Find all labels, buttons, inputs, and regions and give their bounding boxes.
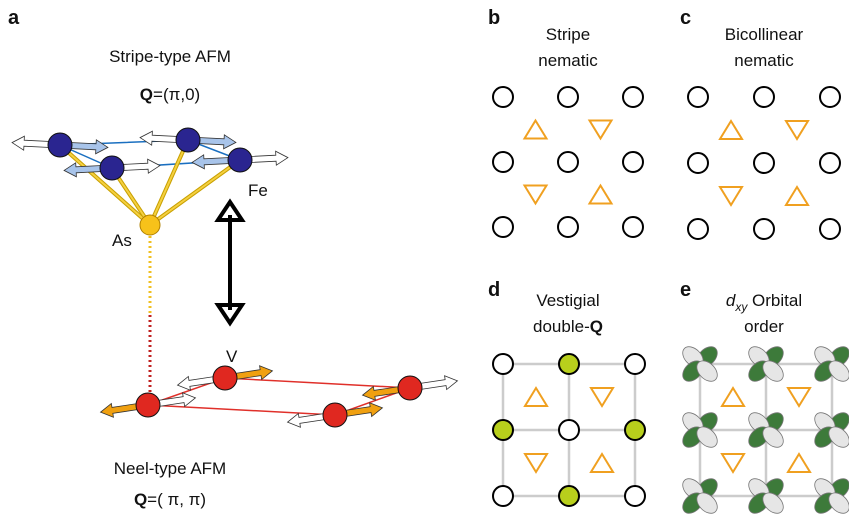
panel-label: d — [488, 279, 500, 301]
orbital-lobe — [762, 492, 784, 514]
atom-label: V — [226, 347, 238, 366]
site — [558, 485, 580, 507]
fe-atom — [175, 127, 201, 153]
value: =(π,0) — [153, 85, 200, 104]
site — [558, 353, 580, 375]
wavevector: Q=( π, π) — [134, 490, 206, 509]
title: Neel-type AFM — [114, 459, 226, 478]
triangle — [587, 119, 614, 141]
site — [557, 86, 579, 108]
triangle — [718, 119, 744, 140]
triangle — [720, 453, 746, 474]
atom-label: As — [112, 231, 132, 250]
site — [624, 419, 646, 441]
wavevector: Q=(π,0) — [140, 85, 200, 104]
orbital-lattice — [682, 346, 849, 514]
atom-label: Fe — [248, 181, 268, 200]
site — [624, 353, 646, 375]
value: =( π, π) — [147, 490, 206, 509]
site — [492, 353, 514, 375]
site — [492, 86, 514, 108]
orbital-lobe — [696, 492, 718, 514]
site — [753, 218, 775, 240]
site — [492, 216, 514, 238]
site — [819, 218, 841, 240]
site — [557, 151, 579, 173]
orbital-lobe — [828, 360, 849, 382]
site — [492, 151, 514, 173]
v-atom — [397, 375, 423, 401]
arrow-head — [214, 198, 246, 222]
v-atom — [322, 402, 348, 428]
site — [624, 485, 646, 507]
triangle — [589, 452, 615, 473]
triangle — [522, 118, 549, 140]
site — [819, 152, 841, 174]
bond — [149, 159, 241, 226]
triangle — [786, 452, 812, 473]
triangle — [589, 387, 615, 408]
site — [557, 216, 579, 238]
site — [753, 152, 775, 174]
triangle — [718, 186, 744, 207]
triangle — [522, 184, 549, 206]
title: Stripe-type AFM — [109, 47, 231, 66]
triangle — [720, 386, 746, 407]
title-part: double- — [533, 317, 590, 336]
triangle — [523, 453, 549, 474]
fe-atom — [99, 155, 125, 181]
title: nematic — [734, 51, 794, 70]
title: nematic — [538, 51, 598, 70]
orbital-lobe — [696, 360, 718, 382]
title-part: Orbital — [747, 291, 802, 310]
site — [687, 86, 709, 108]
panel-label: b — [488, 7, 500, 29]
fe-atom — [227, 147, 253, 173]
triangle — [784, 185, 810, 206]
triangle — [784, 120, 810, 141]
v-atom — [135, 392, 161, 418]
site — [687, 152, 709, 174]
orbital-lobe — [828, 492, 849, 514]
bond — [59, 144, 151, 226]
triangle — [786, 387, 812, 408]
site — [753, 86, 775, 108]
symbol: Q — [140, 85, 153, 104]
subscript: xy — [734, 300, 748, 314]
bond — [149, 139, 189, 226]
orbital-lobe — [696, 426, 718, 448]
symbol: Q — [590, 317, 603, 336]
title: order — [744, 317, 784, 336]
as-atom — [139, 214, 161, 236]
site — [687, 218, 709, 240]
site — [622, 151, 644, 173]
site — [492, 485, 514, 507]
site — [622, 216, 644, 238]
fe-atom — [47, 132, 73, 158]
arrow-head — [214, 303, 246, 327]
site — [558, 419, 580, 441]
symbol: d — [726, 291, 736, 310]
panel-label: e — [680, 279, 691, 301]
panel-label: a — [8, 7, 20, 29]
panel-label: c — [680, 7, 691, 29]
title: Stripe — [546, 25, 590, 44]
orbital-lobe — [828, 426, 849, 448]
title: dxy Orbital — [726, 291, 802, 314]
triangle — [587, 183, 614, 205]
title: Bicollinear — [725, 25, 804, 44]
symbol: Q — [134, 490, 147, 509]
orbital-lobe — [762, 426, 784, 448]
site — [492, 419, 514, 441]
drawing — [11, 86, 849, 514]
orbital-lobe — [762, 360, 784, 382]
title: double-Q — [533, 317, 603, 336]
v-atom — [212, 365, 238, 391]
triangle — [523, 386, 549, 407]
site — [819, 86, 841, 108]
site — [622, 86, 644, 108]
title: Vestigial — [536, 291, 599, 310]
